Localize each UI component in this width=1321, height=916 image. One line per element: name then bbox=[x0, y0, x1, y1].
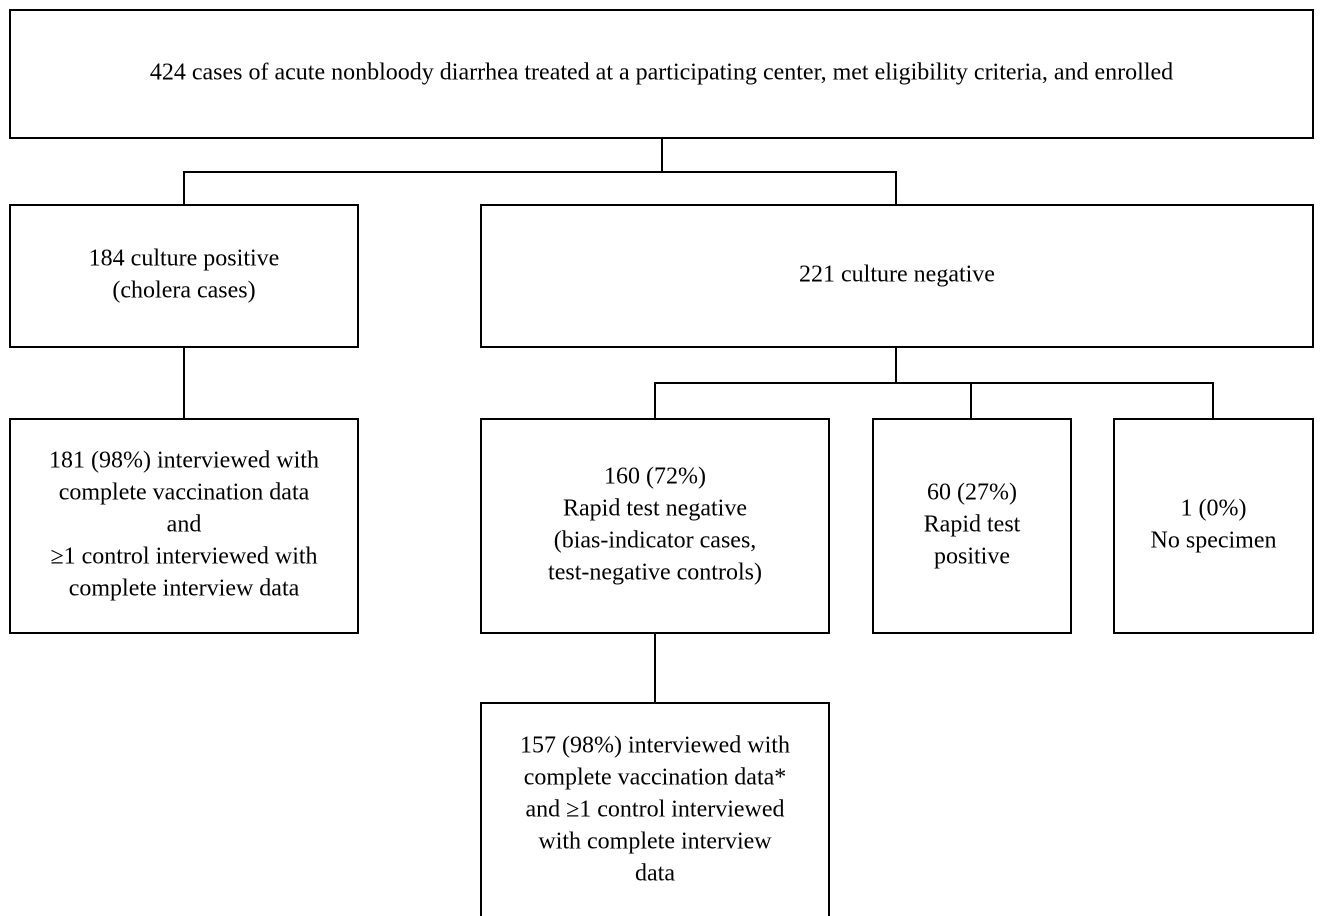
node-box bbox=[872, 418, 1072, 634]
node: 221 culture negative bbox=[480, 204, 1314, 348]
node-text: positive bbox=[934, 544, 1010, 570]
node: 184 culture positive (cholera cases) bbox=[9, 204, 359, 348]
node-box bbox=[9, 204, 359, 348]
node-text: 221 culture negative bbox=[799, 262, 995, 288]
node-text: ≥1 control interviewed with bbox=[50, 544, 317, 570]
node-box bbox=[9, 9, 1314, 139]
node-box bbox=[1113, 418, 1314, 634]
node-text: with complete interview bbox=[538, 829, 772, 855]
node-text: No specimen bbox=[1151, 528, 1277, 554]
node-text: data bbox=[635, 861, 675, 887]
node-text: 1 (0%) bbox=[1181, 496, 1247, 522]
node-text: Rapid test bbox=[924, 512, 1021, 538]
node: 157 (98%) interviewed with complete vacci… bbox=[480, 702, 830, 916]
node-box bbox=[480, 204, 1314, 348]
node-text: (cholera cases) bbox=[112, 278, 255, 304]
node-text: (bias-indicator cases, bbox=[554, 528, 757, 554]
node-box bbox=[480, 702, 830, 916]
node-text: 157 (98%) interviewed with bbox=[520, 733, 790, 759]
node-text: test-negative controls) bbox=[548, 560, 762, 586]
node: 424 cases of acute nonbloody diarrhea tr… bbox=[9, 9, 1314, 139]
node: 181 (98%) interviewed with complete vacci… bbox=[9, 418, 359, 634]
node-box bbox=[9, 418, 359, 634]
node-text: complete vaccination data bbox=[59, 480, 310, 506]
node-text: complete vaccination data* bbox=[524, 765, 787, 791]
node-text: 181 (98%) interviewed with bbox=[49, 448, 319, 474]
node-text: Rapid test negative bbox=[563, 496, 747, 522]
node-text: 424 cases of acute nonbloody diarrhea tr… bbox=[150, 60, 1173, 86]
node-text: 60 (27%) bbox=[927, 480, 1017, 506]
node-text: 160 (72%) bbox=[604, 464, 706, 490]
node: 60 (27%) Rapid test positive bbox=[872, 418, 1072, 634]
node-text: and bbox=[167, 512, 202, 538]
connectors bbox=[183, 138, 1214, 703]
node: 160 (72%) Rapid test negative (bias-indica… bbox=[480, 418, 830, 634]
node: 1 (0%) No specimen bbox=[1113, 418, 1314, 634]
node-text: 184 culture positive bbox=[89, 246, 280, 272]
node-text: complete interview data bbox=[69, 576, 300, 602]
node-box bbox=[480, 418, 830, 634]
node-text: and ≥1 control interviewed bbox=[525, 797, 784, 823]
